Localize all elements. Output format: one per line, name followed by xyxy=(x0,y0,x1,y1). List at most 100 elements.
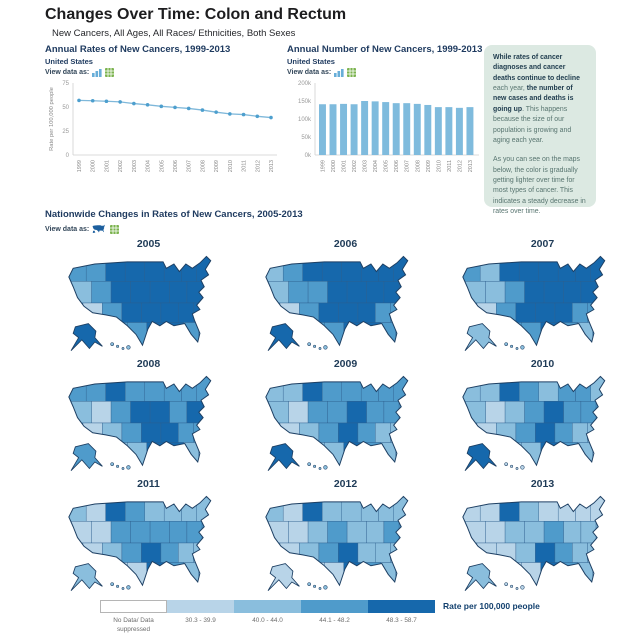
hawaii-shape xyxy=(322,465,328,470)
hawaii-shape xyxy=(318,587,321,590)
count-bar-2001 xyxy=(340,103,348,155)
svg-text:150k: 150k xyxy=(298,99,312,105)
map-2007: 2007 xyxy=(444,238,640,358)
svg-text:2001: 2001 xyxy=(342,160,348,172)
svg-text:25: 25 xyxy=(62,129,69,135)
hawaii-shape xyxy=(115,344,119,348)
svg-text:2010: 2010 xyxy=(436,160,442,172)
maps-grid: 2005 2006 2007 2008 2009 2010 2011 2012 2013 xyxy=(50,238,640,598)
hawaii-shape xyxy=(318,467,321,470)
svg-text:100k: 100k xyxy=(298,117,312,123)
map-year-label: 2006 xyxy=(333,238,358,250)
count-bar-2009 xyxy=(424,104,432,155)
legend-bin-4-label: 48.3 - 58.7 xyxy=(386,617,417,624)
hawaii-shape xyxy=(515,587,518,590)
hawaii-shape xyxy=(109,462,114,466)
table-icon[interactable] xyxy=(105,68,115,77)
legend-no-data: No Data/ Data suppressed xyxy=(100,600,167,635)
count-bar-2010 xyxy=(434,107,442,155)
alaska-shape xyxy=(267,323,300,351)
hawaii-shape xyxy=(503,342,508,346)
info-callout-box: While rates of cancer diagnoses and canc… xyxy=(484,45,596,215)
map-year-label: 2007 xyxy=(530,238,555,250)
maps-section-title: Nationwide Changes in Rates of New Cance… xyxy=(45,209,303,220)
map-2012: 2012 xyxy=(247,478,444,598)
map-2008: 2008 xyxy=(50,358,247,478)
count-bar-2011 xyxy=(445,107,453,155)
count-bar-2002 xyxy=(350,104,358,155)
alaska-shape xyxy=(464,563,497,591)
count-bar-2003 xyxy=(361,101,369,155)
svg-text:2005: 2005 xyxy=(159,160,165,172)
table-icon[interactable] xyxy=(110,224,120,234)
map-2011: 2011 xyxy=(50,478,247,598)
hawaii-shape xyxy=(503,462,508,466)
hawaii-shape xyxy=(115,464,119,468)
svg-text:2002: 2002 xyxy=(118,160,124,172)
svg-text:2013: 2013 xyxy=(468,160,474,172)
page-title: Changes Over Time: Colon and Rectum xyxy=(45,6,347,23)
hawaii-shape xyxy=(306,342,311,346)
legend-bin-1-label: 30.3 - 39.9 xyxy=(185,617,216,624)
rate-point-2002 xyxy=(118,100,122,104)
us-choropleth-2013 xyxy=(461,495,605,591)
count-bar-2012 xyxy=(455,107,463,155)
hawaii-shape xyxy=(125,345,131,350)
svg-text:2013: 2013 xyxy=(269,160,275,172)
hawaii-shape xyxy=(115,584,119,588)
legend-bin-4: 48.3 - 58.7 xyxy=(368,600,435,625)
svg-text:2000: 2000 xyxy=(91,160,97,172)
hawaii-shape xyxy=(109,342,114,346)
alaska-shape xyxy=(70,563,103,591)
svg-text:2004: 2004 xyxy=(373,160,379,172)
svg-text:2006: 2006 xyxy=(394,160,400,172)
hawaii-shape xyxy=(519,585,525,590)
legend-bin-1: 30.3 - 39.9 xyxy=(167,600,234,625)
svg-text:2012: 2012 xyxy=(255,160,261,172)
rates-line-series xyxy=(77,98,273,120)
rate-point-2005 xyxy=(159,104,164,109)
hawaii-shape xyxy=(306,462,311,466)
svg-text:2003: 2003 xyxy=(132,160,138,172)
alaska-shape xyxy=(464,323,497,351)
legend-bin-3: 44.1 - 48.2 xyxy=(301,600,368,625)
svg-text:2008: 2008 xyxy=(200,160,206,172)
svg-text:2006: 2006 xyxy=(173,160,179,172)
hawaii-shape xyxy=(125,585,131,590)
bar-chart-icon[interactable] xyxy=(334,68,344,77)
hawaii-shape xyxy=(322,585,328,590)
svg-text:2005: 2005 xyxy=(384,160,390,172)
hawaii-shape xyxy=(509,584,513,588)
rate-point-2007 xyxy=(186,106,191,111)
legend-no-data-swatch xyxy=(100,600,167,613)
svg-text:2011: 2011 xyxy=(242,160,248,172)
svg-text:200k: 200k xyxy=(298,81,312,87)
svg-text:2003: 2003 xyxy=(363,160,369,172)
table-icon[interactable] xyxy=(347,68,357,77)
svg-text:2012: 2012 xyxy=(457,160,463,172)
map-year-label: 2008 xyxy=(136,358,161,370)
alaska-shape xyxy=(267,443,300,471)
svg-text:Rate per 100,000 people: Rate per 100,000 people xyxy=(49,87,55,151)
map-2010: 2010 xyxy=(444,358,640,478)
map-2013: 2013 xyxy=(444,478,640,598)
count-bar-2013 xyxy=(466,107,474,155)
svg-text:2009: 2009 xyxy=(426,160,432,172)
bar-chart-icon[interactable] xyxy=(92,68,102,77)
svg-text:2002: 2002 xyxy=(352,160,358,172)
hawaii-shape xyxy=(515,467,518,470)
rate-point-2010 xyxy=(228,112,232,116)
hawaii-shape xyxy=(312,344,316,348)
alaska-shape xyxy=(70,323,103,351)
map-icon[interactable] xyxy=(92,224,107,234)
rate-point-2006 xyxy=(173,105,177,110)
counts-chart-title: Annual Number of New Cancers, 1999-2013 xyxy=(287,44,483,55)
count-bar-2007 xyxy=(403,103,411,155)
legend-title: Rate per 100,000 people xyxy=(443,601,540,611)
rates-line-chart: 0 25 50 75 Rate per 100,000 people 1999 2000 20… xyxy=(49,81,277,172)
rate-point-1999 xyxy=(77,98,81,103)
map-year-label: 2009 xyxy=(333,358,358,370)
legend-bin-3-swatch xyxy=(301,600,368,613)
rate-point-2012 xyxy=(255,114,260,119)
svg-text:2009: 2009 xyxy=(214,160,220,172)
